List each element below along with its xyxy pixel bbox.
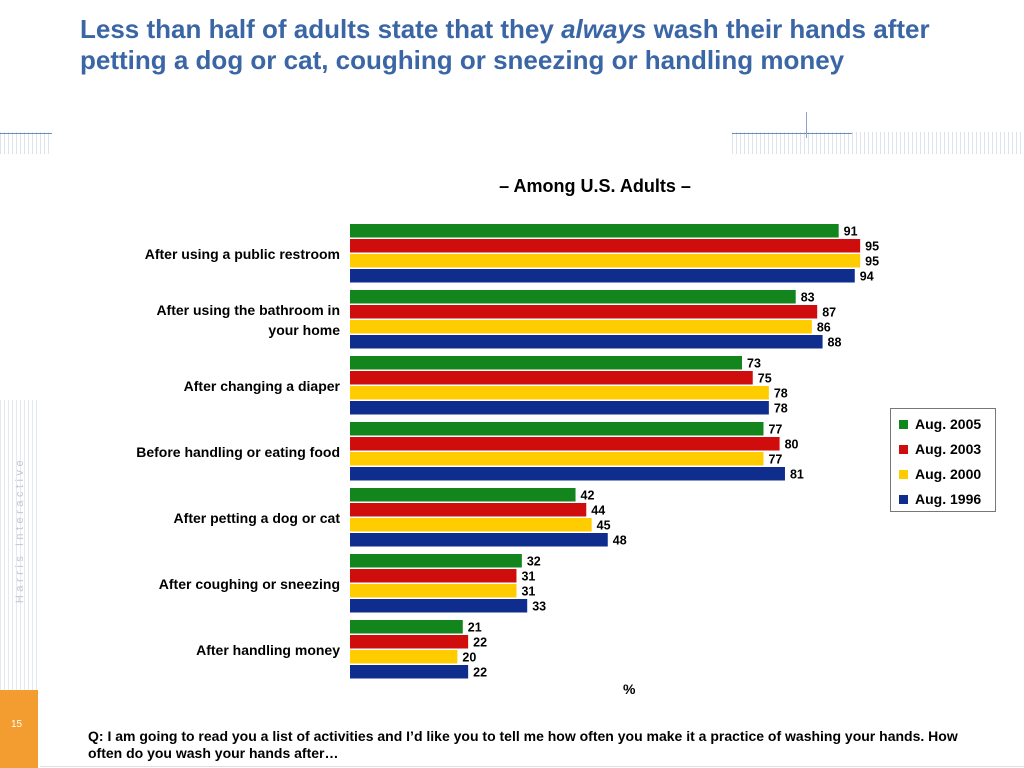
bar-after-changing-a-diaper-aug-2003 [350, 371, 753, 385]
bar-after-using-a-public-restroom-aug-2000 [350, 254, 861, 268]
legend-label: Aug. 2003 [915, 441, 982, 457]
bar-after-petting-a-dog-or-cat-aug-2005 [350, 488, 576, 502]
value-label-before-handling-or-eating-food-aug-2000: 77 [768, 453, 782, 467]
bar-after-changing-a-diaper-aug-2000 [350, 386, 769, 400]
legend-swatch-2005 [899, 419, 908, 429]
bar-after-changing-a-diaper-aug-1996 [350, 401, 769, 415]
value-label-after-using-the-bathroom-in-your-home-aug-2003: 87 [822, 306, 836, 320]
bar-after-using-the-bathroom-in-your-home-aug-2003 [350, 305, 818, 319]
category-label-before-handling-or-eating-food: Before handling or eating food [136, 444, 340, 460]
header-texture-band [0, 132, 1024, 154]
value-label-after-using-a-public-restroom-aug-2005: 91 [844, 225, 858, 239]
bar-before-handling-or-eating-food-aug-1996 [350, 467, 785, 481]
left-brand-column: Harris Interactive 15 [0, 0, 40, 768]
value-label-after-handling-money-aug-2005: 21 [468, 621, 482, 635]
legend-swatch-2000 [899, 469, 908, 479]
bar-after-handling-money-aug-2003 [350, 635, 469, 649]
legend-item-2003: Aug. 2003 [899, 439, 981, 459]
legend-item-2000: Aug. 2000 [899, 464, 981, 484]
value-label-after-using-the-bathroom-in-your-home-aug-2005: 83 [801, 291, 815, 305]
bar-before-handling-or-eating-food-aug-2005 [350, 422, 764, 436]
header-tick-mark [806, 112, 807, 138]
category-label-after-using-the-bathroom-in-your-home: After using the bathroom in [156, 302, 340, 318]
legend-label: Aug. 1996 [915, 491, 982, 507]
value-label-after-using-a-public-restroom-aug-2000: 95 [865, 255, 879, 269]
bar-after-using-the-bathroom-in-your-home-aug-1996 [350, 335, 823, 349]
bar-after-using-a-public-restroom-aug-2005 [350, 224, 839, 238]
legend-item-2005: Aug. 2005 [899, 414, 981, 434]
title-emphasis: always [561, 14, 647, 44]
value-label-after-coughing-or-sneezing-aug-2000: 31 [521, 585, 535, 599]
value-label-before-handling-or-eating-food-aug-2005: 77 [768, 423, 782, 437]
bar-after-using-the-bathroom-in-your-home-aug-2005 [350, 290, 796, 304]
value-label-after-coughing-or-sneezing-aug-2003: 31 [521, 570, 535, 584]
footer-rule [40, 766, 1024, 767]
bar-after-coughing-or-sneezing-aug-2005 [350, 554, 522, 568]
survey-question: Q: I am going to read you a list of acti… [88, 728, 958, 761]
title-text-1: Less than half of adults state that they [80, 14, 562, 44]
legend-label: Aug. 2000 [915, 466, 982, 482]
category-label-after-petting-a-dog-or-cat: After petting a dog or cat [174, 510, 341, 526]
category-label-after-using-the-bathroom-in-your-home: your home [268, 322, 340, 338]
bar-after-coughing-or-sneezing-aug-2003 [350, 569, 517, 583]
value-label-after-petting-a-dog-or-cat-aug-2000: 45 [597, 519, 611, 533]
bar-after-using-a-public-restroom-aug-2003 [350, 239, 861, 253]
category-label-after-changing-a-diaper: After changing a diaper [184, 378, 341, 394]
value-label-after-petting-a-dog-or-cat-aug-2003: 44 [591, 504, 605, 518]
chart-subtitle: – Among U.S. Adults – [499, 176, 691, 196]
value-label-after-changing-a-diaper-aug-2005: 73 [747, 357, 761, 371]
bar-after-petting-a-dog-or-cat-aug-2003 [350, 503, 587, 517]
chart-legend: Aug. 2005 Aug. 2003 Aug. 2000 Aug. 1996 [890, 408, 996, 512]
bar-after-coughing-or-sneezing-aug-1996 [350, 599, 528, 613]
bar-after-coughing-or-sneezing-aug-2000 [350, 584, 517, 598]
bar-after-handling-money-aug-2005 [350, 620, 463, 634]
bar-after-petting-a-dog-or-cat-aug-2000 [350, 518, 592, 532]
value-label-before-handling-or-eating-food-aug-2003: 80 [785, 438, 799, 452]
bar-after-using-the-bathroom-in-your-home-aug-2000 [350, 320, 812, 334]
bar-after-petting-a-dog-or-cat-aug-1996 [350, 533, 608, 547]
legend-swatch-1996 [899, 494, 908, 504]
value-label-before-handling-or-eating-food-aug-1996: 81 [790, 468, 804, 482]
value-label-after-using-a-public-restroom-aug-2003: 95 [865, 240, 879, 254]
bar-after-handling-money-aug-2000 [350, 650, 458, 664]
value-label-after-changing-a-diaper-aug-1996: 78 [774, 402, 788, 416]
value-label-after-handling-money-aug-2000: 20 [462, 651, 476, 665]
value-label-after-handling-money-aug-1996: 22 [473, 666, 487, 680]
category-label-after-using-a-public-restroom: After using a public restroom [145, 246, 340, 262]
value-label-after-coughing-or-sneezing-aug-2005: 32 [527, 555, 541, 569]
title-text-2: wash their hands after petting a dog or … [80, 14, 930, 75]
value-label-after-using-the-bathroom-in-your-home-aug-2000: 86 [817, 321, 831, 335]
bar-after-using-a-public-restroom-aug-1996 [350, 269, 855, 283]
x-axis-unit-label: % [623, 681, 636, 697]
page-number: 15 [11, 719, 23, 730]
value-label-after-changing-a-diaper-aug-2000: 78 [774, 387, 788, 401]
header-rule-left [0, 133, 52, 134]
value-label-after-petting-a-dog-or-cat-aug-2005: 42 [581, 489, 595, 503]
bar-after-handling-money-aug-1996 [350, 665, 469, 679]
legend-label: Aug. 2005 [915, 416, 982, 432]
category-label-after-handling-money: After handling money [196, 642, 340, 658]
category-label-after-coughing-or-sneezing: After coughing or sneezing [159, 576, 340, 592]
value-label-after-changing-a-diaper-aug-2003: 75 [758, 372, 772, 386]
bar-after-changing-a-diaper-aug-2005 [350, 356, 743, 370]
bar-before-handling-or-eating-food-aug-2000 [350, 452, 764, 466]
slide-title: Less than half of adults state that they… [80, 14, 980, 76]
bar-before-handling-or-eating-food-aug-2003 [350, 437, 780, 451]
header-rule-right [732, 133, 852, 134]
value-label-after-using-the-bathroom-in-your-home-aug-1996: 88 [828, 336, 842, 350]
value-label-after-using-a-public-restroom-aug-1996: 94 [860, 270, 874, 284]
value-label-after-handling-money-aug-2003: 22 [473, 636, 487, 650]
page-number-box [0, 690, 38, 768]
legend-swatch-2003 [899, 444, 908, 454]
legend-item-1996: Aug. 1996 [899, 489, 981, 509]
value-label-after-petting-a-dog-or-cat-aug-1996: 48 [613, 534, 627, 548]
value-label-after-coughing-or-sneezing-aug-1996: 33 [532, 600, 546, 614]
